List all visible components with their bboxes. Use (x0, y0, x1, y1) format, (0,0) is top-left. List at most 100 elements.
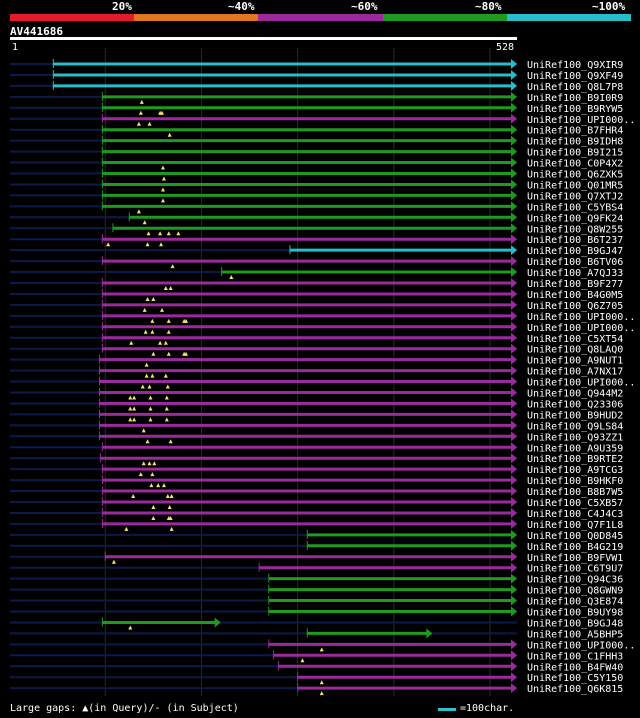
hit-arrow (511, 551, 517, 562)
hit-arrow (511, 672, 517, 683)
hit-arrow (511, 497, 517, 507)
gap-marker (165, 384, 170, 389)
hit-label: UniRef100_A7NX17 (527, 367, 623, 378)
gap-marker (168, 515, 173, 520)
hit-arrow (511, 529, 517, 540)
gap-marker (169, 494, 174, 499)
gap-marker (144, 362, 149, 367)
hit-label: UniRef100_Q9XIR9 (527, 60, 623, 71)
hit-label: UniRef100_UPI000.. (527, 640, 635, 651)
hit-arrow (511, 179, 517, 190)
gap-marker (142, 307, 147, 312)
legend-swatch (382, 14, 508, 21)
legend-swatch (10, 14, 135, 21)
legend-swatch (134, 14, 259, 21)
gap-marker (150, 318, 155, 323)
hit-arrow (511, 650, 517, 661)
hit-label: UniRef100_B9I215 (527, 148, 623, 159)
scale-bar (438, 708, 456, 711)
hit-arrow (214, 617, 221, 628)
gap-marker (319, 691, 324, 696)
gaps-legend: Large gaps: ▲(in Query)/- (in Subject) (10, 703, 239, 714)
gap-marker (149, 483, 154, 488)
hit-label: UniRef100_B9RTE2 (527, 454, 623, 465)
hit-label: UniRef100_Q6ZXK5 (527, 170, 623, 181)
gap-marker (151, 515, 156, 520)
hit-arrow (511, 354, 517, 365)
ruler-end-label: 528 (496, 42, 515, 53)
hit-arrow (511, 146, 517, 157)
hit-arrow (511, 595, 517, 606)
hit-arrow (511, 431, 517, 442)
hit-label: UniRef100_B4G219 (527, 542, 623, 553)
legend-label-40: ~40% (228, 0, 255, 13)
hit-arrow (511, 573, 517, 584)
gap-marker (145, 242, 150, 247)
gap-marker (152, 461, 157, 466)
scale-label: =100char. (460, 703, 515, 714)
gap-marker (319, 647, 324, 652)
hit-label: UniRef100_Q9XF49 (527, 71, 623, 82)
hit-arrow (511, 606, 517, 617)
gap-marker (151, 351, 156, 356)
gap-marker (167, 132, 172, 137)
gap-marker (132, 395, 137, 400)
gap-marker (145, 439, 150, 444)
gap-marker (150, 373, 155, 378)
hit-arrow (511, 321, 517, 332)
hit-arrow (511, 212, 517, 223)
gap-marker (142, 220, 147, 225)
gap-marker (169, 526, 174, 531)
gap-marker (148, 406, 153, 411)
hit-arrow (511, 91, 517, 102)
gap-marker (136, 121, 141, 126)
hit-label: UniRef100_B9UY98 (527, 608, 623, 619)
gap-marker (165, 494, 170, 499)
gap-marker (170, 264, 175, 269)
hit-arrow (511, 124, 517, 135)
hit-label: UniRef100_Q6K815 (527, 684, 623, 695)
hit-label: UniRef100_C5XB57 (527, 498, 623, 509)
hit-label: UniRef100_C0P4X2 (527, 159, 623, 170)
hit-arrow (511, 562, 517, 573)
hit-arrow (511, 683, 517, 694)
hit-arrow (511, 102, 517, 113)
gap-marker (141, 461, 146, 466)
legend-label-80: ~80% (475, 0, 502, 13)
ruler-start-label: 1 (12, 42, 19, 53)
gap-marker (138, 110, 143, 115)
legend-swatch (506, 14, 632, 21)
hit-arrow (511, 661, 517, 672)
hit-label: UniRef100_B8B7W5 (527, 487, 623, 498)
gap-marker (147, 121, 152, 126)
gap-marker (132, 406, 137, 411)
gap-marker (147, 461, 152, 466)
gap-marker (160, 307, 165, 312)
hit-label: UniRef100_Q8L7P8 (527, 82, 623, 93)
hit-arrow (511, 267, 517, 278)
gap-marker (164, 406, 169, 411)
hit-arrow (511, 584, 517, 595)
identity-color-legend (10, 14, 632, 21)
hit-label: UniRef100_B4FW40 (527, 662, 623, 673)
hit-arrow (511, 453, 517, 464)
hit-arrow (511, 365, 517, 376)
gap-marker (159, 242, 164, 247)
gap-marker (150, 329, 155, 334)
gap-marker (166, 351, 171, 356)
gap-marker (148, 417, 153, 422)
legend-label-60: ~60% (351, 0, 378, 13)
hit-arrow (511, 540, 517, 551)
gap-marker (160, 187, 165, 192)
gap-marker (151, 505, 156, 509)
hit-arrow (511, 518, 517, 529)
gap-marker (167, 505, 172, 509)
hit-arrow (511, 190, 517, 201)
gap-marker (160, 198, 165, 203)
hit-label: UniRef100_C1FHH3 (527, 651, 623, 662)
hit-label: UniRef100_Q93ZZ1 (527, 432, 623, 443)
hit-label: UniRef100_Q23306 (527, 399, 623, 410)
gap-marker (161, 176, 166, 181)
hit-arrow (511, 59, 517, 69)
gap-marker (160, 165, 165, 170)
